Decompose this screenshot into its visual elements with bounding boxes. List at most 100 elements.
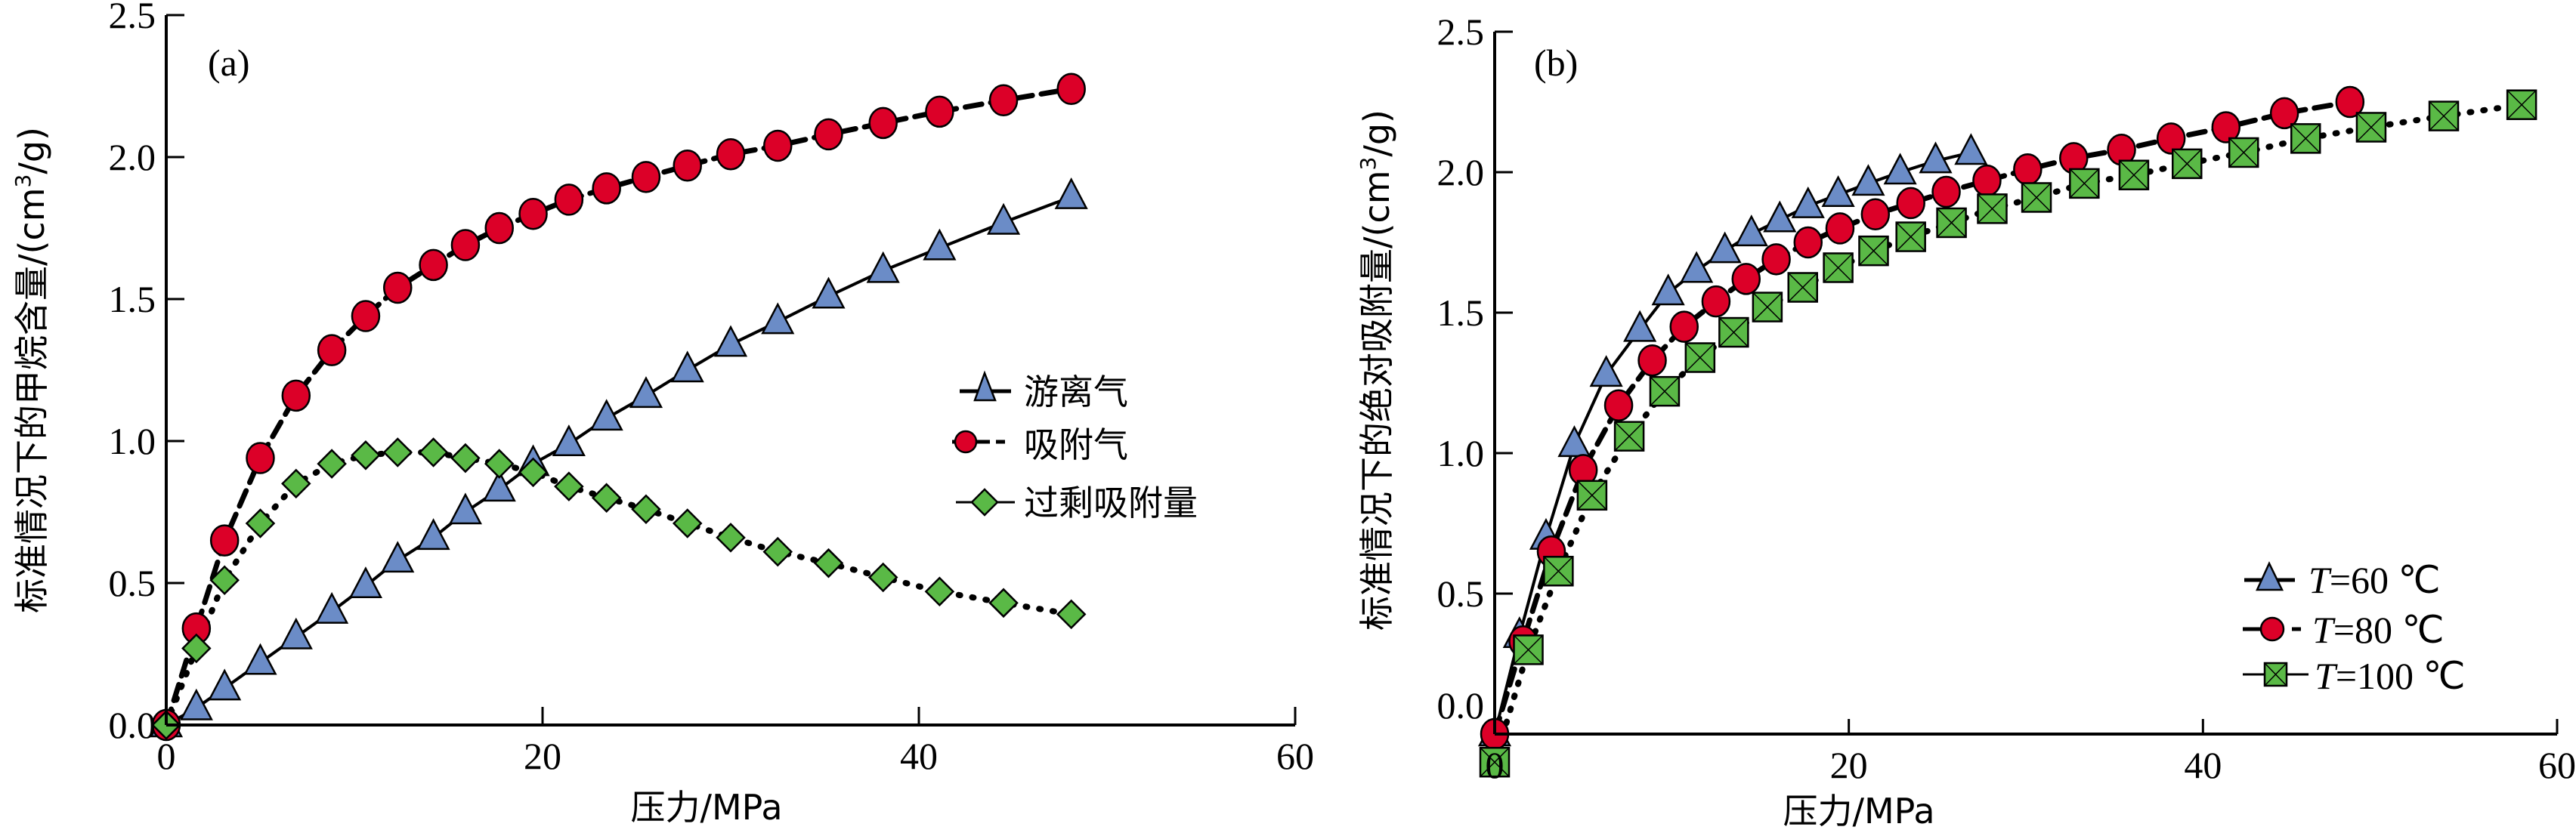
legend-var-t60: T (2309, 559, 2332, 601)
data-point-triangle (448, 492, 482, 525)
data-point-circle (631, 161, 661, 193)
panel-a-axes (165, 15, 1295, 727)
data-point-triangle (589, 399, 623, 431)
y-tick-label: 2.0 (1437, 151, 1485, 193)
panel-a-y-axis-title-main: 标准情况下的甲烷含量/(cm (11, 187, 52, 613)
x-tick-label: 60 (1276, 735, 1314, 777)
data-point-diamond (988, 588, 1019, 619)
panel-b-y-axis-title-sup: 3 (1356, 157, 1381, 171)
data-point-triangle (1623, 310, 1657, 342)
legend-label-t60: T=60 ℃ (2309, 559, 2441, 601)
square-cross-line (2021, 182, 2052, 213)
series-markers-2 (1480, 85, 2365, 751)
data-point-triangle (1851, 164, 1885, 196)
panel-b-label: (b) (1534, 42, 1578, 84)
data-point-triangle (812, 276, 846, 309)
series-line-3 (163, 449, 1075, 728)
legend-square-x-icon (2263, 662, 2288, 687)
square-cross-line (1685, 342, 1715, 373)
data-point-triangle (1791, 186, 1825, 218)
legend-item-t100: T=100 ℃ (2243, 655, 2466, 697)
data-point-triangle (1954, 133, 1988, 165)
panel-b-x-axis-title: 压力/MPa (1783, 791, 1934, 831)
y-tick-label: 1.0 (1437, 432, 1485, 474)
data-point-diamond (209, 565, 240, 596)
panel-a-x-axis-title: 压力/MPa (630, 787, 782, 828)
panel-a-y-axis-title-tail: /g) (11, 127, 52, 174)
data-point-triangle (179, 688, 213, 720)
square-cross-line (2290, 123, 2321, 153)
data-point-triangle (866, 251, 900, 283)
data-point-diamond (867, 562, 898, 593)
data-point-circle (2269, 97, 2299, 130)
square-cross-line (1937, 208, 1967, 238)
data-point-triangle (713, 325, 748, 357)
data-point-circle (673, 150, 702, 182)
data-point-triangle (1589, 355, 1623, 387)
data-point-circle (2211, 111, 2241, 143)
legend-item-free-gas: 游离气 (960, 370, 1128, 412)
y-tick-label: 1.5 (109, 278, 156, 320)
data-point-square-x (1543, 555, 1574, 587)
legend-label-excess-adsorption: 过剩吸附量 (1024, 483, 1198, 523)
data-point-circle (988, 84, 1019, 117)
data-point-diamond (351, 440, 381, 470)
x-tick-label: 20 (524, 735, 561, 777)
data-point-square-x (1823, 252, 1854, 283)
square-cross-line (1788, 272, 1818, 303)
legend-diamond-icon (970, 488, 999, 517)
legend-var-t100: T (2315, 655, 2338, 697)
panel-a-y-axis-title: 标准情况下的甲烷含量/(cm3/g) (11, 127, 52, 613)
x-tick-label: 0 (157, 735, 176, 777)
data-point-triangle (1680, 251, 1714, 283)
legend-var-t80: T (2312, 609, 2336, 651)
data-point-triangle (208, 668, 242, 701)
data-point-triangle (1651, 273, 1685, 306)
panel-a-y-axis-title-sup: 3 (11, 174, 36, 188)
square-cross-line (2429, 101, 2459, 131)
data-point-circle (209, 524, 240, 557)
square-cross-line (1823, 252, 1854, 283)
data-point-diamond (281, 468, 311, 499)
panel-b-y-axis-title: 标准情况下的绝对吸附量/(cm3/g) (1356, 110, 1397, 631)
series-markers-3 (1479, 89, 2537, 778)
square-cross-line (1614, 421, 1644, 452)
data-point-circle (2335, 85, 2365, 119)
data-point-triangle (1883, 153, 1917, 185)
data-point-diamond (672, 508, 703, 538)
data-point-circle (763, 129, 793, 162)
y-tick-label: 0.5 (1437, 572, 1485, 615)
y-tick-label: 0.0 (109, 704, 156, 746)
x-tick-label: 40 (900, 735, 938, 777)
data-point-diamond (518, 457, 549, 488)
square-cross-line (1543, 556, 1573, 586)
data-point-circle (1731, 263, 1761, 295)
data-point-triangle (1054, 177, 1088, 209)
data-point-triangle (381, 541, 415, 573)
x-tick-label: 60 (2538, 744, 2576, 786)
square-cross-line (1513, 634, 1544, 665)
panel-b-series-markers (1477, 85, 2537, 778)
data-point-square-x (1479, 746, 1511, 778)
y-tick-label: 0.0 (1437, 684, 1485, 727)
data-point-circle (592, 172, 621, 205)
data-point-diamond (317, 449, 347, 479)
square-cross-line (1718, 317, 1749, 347)
data-point-triangle (416, 518, 450, 551)
y-tick-label: 0.5 (109, 562, 156, 604)
y-tick-label: 2.5 (1437, 11, 1485, 53)
data-point-circle (450, 229, 481, 261)
data-point-triangle (279, 617, 313, 649)
panel-b-ticks: 0 20 40 60 0.0 0.5 1.0 1.5 2.0 2.5 (1437, 11, 2576, 786)
data-point-circle (1637, 344, 1667, 377)
data-point-square-x (1858, 235, 1889, 267)
data-point-triangle (761, 302, 795, 335)
series-markers-3 (151, 437, 1087, 740)
data-point-triangle (482, 470, 516, 502)
square-cross-line (2228, 137, 2259, 168)
panel-b-y-axis-title-main: 标准情况下的绝对吸附量/(cm (1356, 170, 1397, 631)
data-point-square-x (1752, 292, 1783, 322)
data-point-diamond (762, 536, 793, 567)
data-point-diamond (484, 449, 515, 479)
data-point-triangle (1557, 425, 1591, 458)
